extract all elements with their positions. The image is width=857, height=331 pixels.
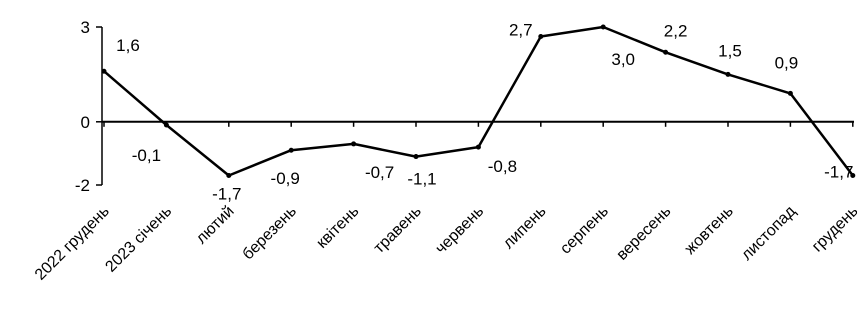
data-label: 2,7 [509, 20, 533, 39]
x-tick-label: 2022 грудень [32, 203, 113, 284]
data-point [475, 144, 481, 150]
data-point [725, 71, 731, 77]
data-point [600, 24, 606, 30]
x-tick-label: 2023 січень [102, 203, 175, 276]
data-point [538, 33, 544, 39]
data-label: -1,7 [824, 163, 853, 182]
x-tick-label: червень [432, 203, 487, 258]
chart-axes: 3 0 -2 [75, 18, 854, 195]
data-point [163, 122, 169, 128]
y-tick-label: 0 [81, 113, 90, 132]
x-tick-label: жовтень [682, 203, 737, 258]
data-label: -0,1 [132, 146, 161, 165]
data-label: 3,0 [611, 50, 635, 69]
data-label: 1,5 [718, 41, 742, 60]
x-tick-label: грудень [809, 203, 857, 256]
data-label: 0,9 [775, 53, 799, 72]
data-label: 1,6 [116, 36, 140, 55]
data-label: -1,1 [407, 170, 436, 189]
data-label: -1,7 [212, 185, 241, 204]
data-point [413, 154, 419, 160]
data-label: -0,9 [271, 169, 300, 188]
data-label: 2,2 [664, 21, 688, 40]
data-label: -0,7 [365, 163, 394, 182]
data-point [351, 141, 357, 147]
chart-series [101, 24, 856, 179]
chart-data-labels: 1,6 -0,1 -1,7 -0,9 -0,7 -1,1 -0,8 2,7 3,0 2,2 1,5 0… [116, 20, 853, 203]
data-point [663, 49, 669, 55]
x-tick-label: вересень [614, 203, 675, 264]
x-tick-label: липень [500, 203, 550, 253]
x-tick-label: квітень [313, 203, 362, 252]
x-tick-label: серпень [557, 203, 612, 258]
y-tick-label: 3 [81, 18, 90, 37]
x-tick-label: лютий [193, 203, 238, 248]
x-tick-label: листопад [738, 202, 799, 263]
x-tick-label: травень [371, 203, 425, 257]
data-point [850, 173, 856, 179]
y-tick-label: -2 [75, 176, 90, 195]
data-point [787, 90, 793, 96]
data-point [226, 173, 232, 179]
x-tick-label: березень [240, 203, 301, 264]
data-label: -0,8 [488, 157, 517, 176]
data-point [288, 147, 294, 153]
data-point [101, 68, 107, 74]
